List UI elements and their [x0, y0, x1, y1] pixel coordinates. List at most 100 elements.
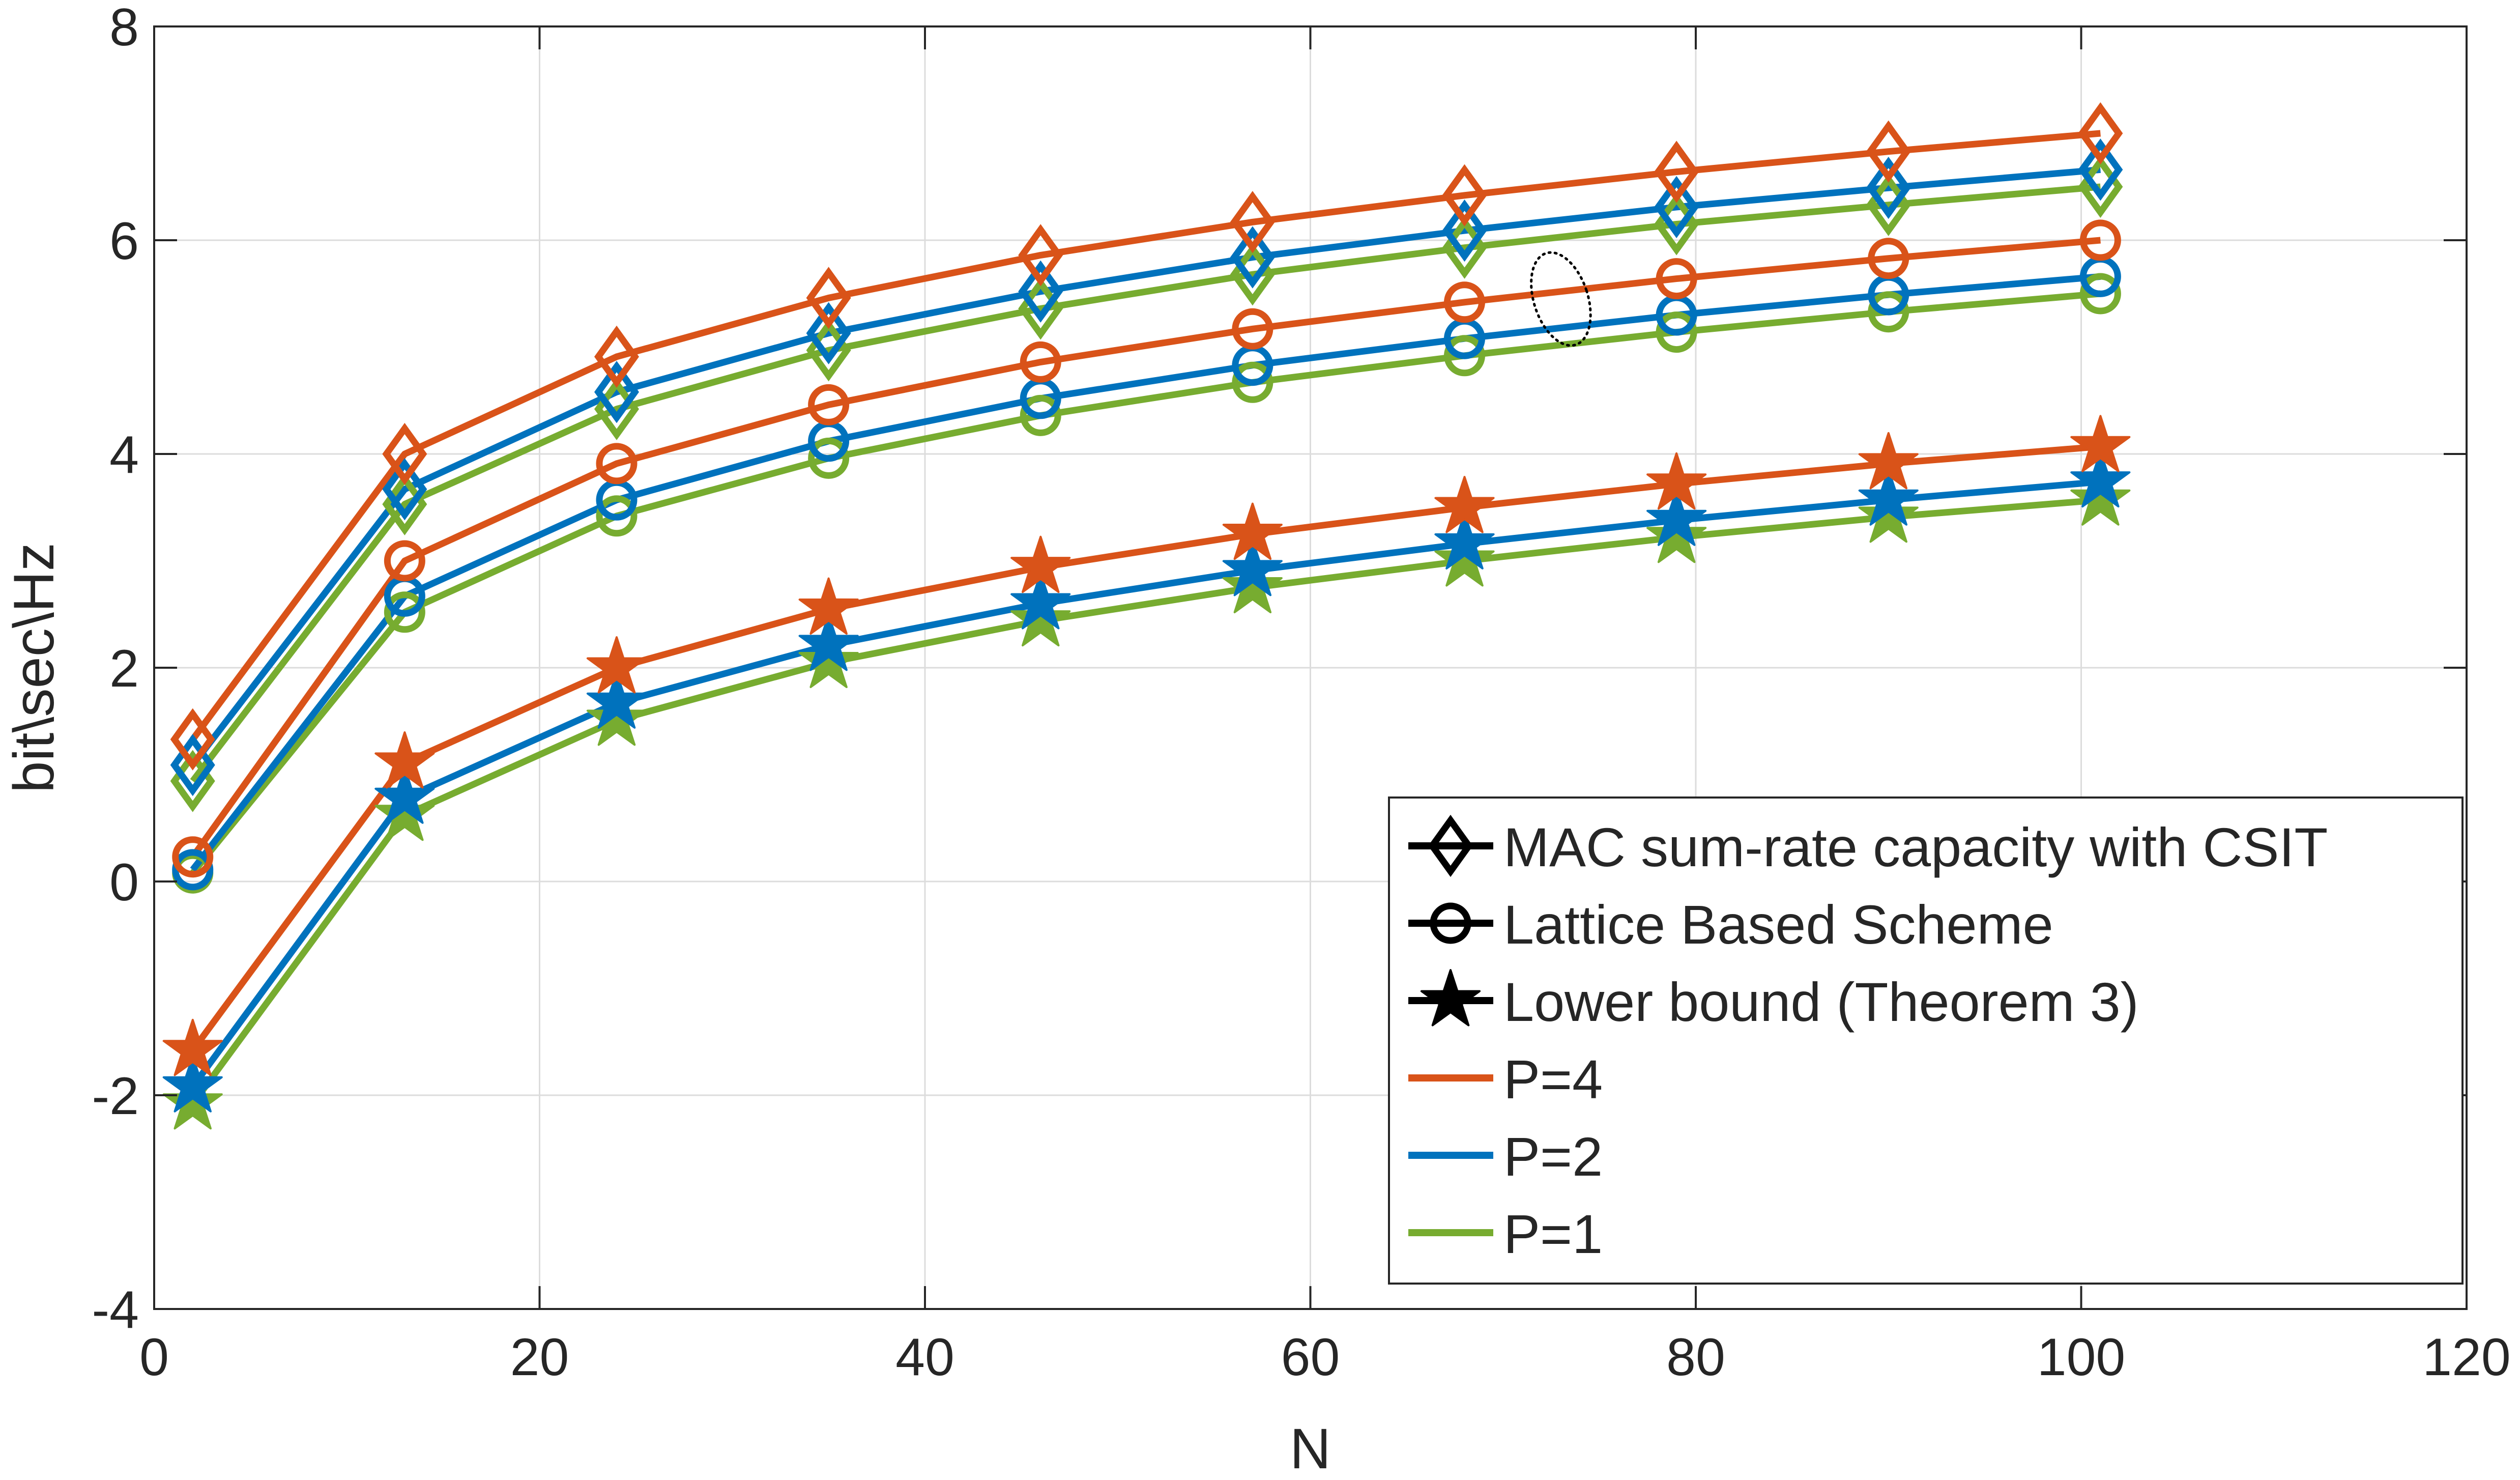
data-point-mac-p2 — [2078, 138, 2123, 201]
legend-label: P=1 — [1503, 1203, 1603, 1265]
series-line-lattice-p2 — [190, 273, 2101, 872]
data-point-lattice-p4 — [1868, 238, 1909, 279]
data-point-mac-p2 — [382, 458, 427, 521]
data-point-lattice-p4 — [808, 384, 850, 425]
data-point-lattice-p4 — [384, 540, 425, 582]
x-tick-label: 60 — [1281, 1328, 1340, 1387]
data-point-lower-p2 — [2070, 450, 2131, 508]
data-point-lattice-p1 — [1020, 394, 1061, 436]
legend-label: Lower bound (Theorem 3) — [1503, 971, 2139, 1033]
y-tick-label: 8 — [109, 0, 139, 57]
x-tick-label: 120 — [2422, 1328, 2511, 1387]
legend-marker-diamond — [1428, 814, 1473, 877]
data-point-mac-p4 — [594, 325, 640, 388]
legend-box — [1388, 796, 2464, 1285]
data-point-lattice-p1 — [808, 437, 850, 479]
data-point-lower-p2 — [374, 766, 435, 824]
x-tick-label: 40 — [895, 1328, 954, 1387]
data-point-lower-p1 — [586, 688, 647, 746]
series-line-mac-p1 — [190, 183, 2101, 783]
data-point-mac-p2 — [170, 733, 215, 796]
legend: MAC sum-rate capacity with CSIT Lattice B… — [1388, 796, 2464, 1285]
data-point-lower-p1 — [798, 631, 859, 688]
data-point-lattice-p1 — [1444, 335, 1485, 377]
x-axis-ticks: 0 20 40 60 80 100 120 — [139, 26, 2511, 1387]
data-point-lattice-p1 — [596, 495, 638, 537]
data-point-mac-p4 — [1654, 140, 1699, 203]
data-point-mac-p2 — [1654, 176, 1699, 239]
data-point-mac-p2 — [1230, 226, 1275, 289]
data-point-lower-p4 — [374, 731, 435, 789]
x-tick-label: 100 — [2037, 1328, 2126, 1387]
data-point-lower-p1 — [1434, 529, 1495, 587]
data-point-lower-p2 — [1010, 572, 1071, 630]
data-point-mac-p2 — [1018, 260, 1063, 323]
data-point-lattice-p4 — [172, 836, 214, 878]
y-tick-label: -2 — [92, 1067, 139, 1126]
data-point-lower-p1 — [374, 783, 435, 841]
data-point-mac-p2 — [1442, 199, 1487, 262]
y-axis-label: bit\sec\Hz — [2, 543, 66, 793]
data-point-mac-p4 — [1230, 191, 1275, 253]
data-point-lattice-p4 — [1444, 281, 1485, 323]
x-tick-label: 80 — [1666, 1328, 1725, 1387]
legend-label: Lattice Based Scheme — [1503, 894, 2053, 955]
data-point-mac-p4 — [1866, 120, 1911, 183]
data-point-lattice-p1 — [1232, 361, 1273, 403]
data-point-lower-p4 — [1434, 476, 1495, 533]
data-point-lower-p2 — [1858, 468, 1919, 526]
data-point-lower-p1 — [1010, 589, 1071, 647]
data-point-mac-p2 — [594, 361, 640, 423]
series-line-lattice-p4 — [190, 237, 2101, 859]
data-point-lattice-p2 — [172, 849, 214, 891]
y-tick-label: 2 — [109, 639, 139, 698]
x-axis-label: N — [1290, 1417, 1331, 1480]
data-point-lower-p4 — [162, 1018, 223, 1076]
data-point-mac-p4 — [382, 422, 427, 486]
x-tick-label: 20 — [510, 1328, 569, 1387]
legend-marker-circle — [1430, 902, 1471, 944]
data-point-lower-p2 — [1434, 512, 1495, 570]
data-point-mac-p2 — [806, 302, 851, 364]
data-point-lower-p4 — [1646, 452, 1707, 510]
x-tick-label: 0 — [139, 1328, 169, 1387]
legend-marker-star — [1420, 969, 1481, 1027]
series-line-lattice-p1 — [190, 290, 2101, 875]
data-point-lower-p1 — [1646, 505, 1707, 563]
data-point-lower-p4 — [1222, 502, 1283, 560]
data-point-mac-p4 — [1018, 224, 1063, 287]
data-point-mac-p4 — [2078, 102, 2123, 165]
data-point-lattice-p4 — [1656, 258, 1697, 300]
y-axis-ticks: -4 -2 0 2 4 6 8 — [92, 0, 2467, 1340]
data-point-lower-p1 — [2070, 468, 2131, 526]
data-point-lower-p4 — [586, 636, 647, 694]
series-line-mac-p4 — [190, 130, 2101, 742]
legend-label: MAC sum-rate capacity with CSIT — [1503, 816, 2328, 878]
data-point-lower-p1 — [1858, 485, 1919, 543]
data-point-lattice-p4 — [1232, 308, 1273, 350]
y-tick-label: 4 — [109, 425, 139, 485]
data-point-lower-p1 — [1222, 556, 1283, 613]
series-line-mac-p2 — [190, 166, 2101, 767]
data-point-lower-p2 — [798, 613, 859, 671]
series-lines — [190, 130, 2101, 1106]
data-point-lower-p4 — [1858, 432, 1919, 490]
annotation-ellipse — [1530, 251, 1592, 347]
data-point-lattice-p4 — [596, 443, 638, 485]
data-point-lower-p4 — [2070, 415, 2131, 472]
data-point-lattice-p1 — [1656, 311, 1697, 353]
series-line-lower-p4 — [190, 443, 2101, 1052]
data-point-lattice-p1 — [384, 591, 425, 633]
data-point-mac-p2 — [1866, 156, 1911, 219]
data-point-mac-p4 — [1442, 164, 1487, 226]
annotation — [1530, 251, 1592, 347]
series-line-lower-p2 — [190, 478, 2101, 1089]
data-point-mac-p4 — [170, 708, 215, 771]
series-markers — [162, 102, 2131, 1130]
series-line-lower-p1 — [190, 496, 2101, 1106]
y-tick-label: 0 — [109, 853, 139, 912]
legend-label: P=4 — [1503, 1048, 1603, 1110]
data-point-lower-p2 — [586, 671, 647, 729]
data-point-lattice-p1 — [2079, 273, 2121, 315]
